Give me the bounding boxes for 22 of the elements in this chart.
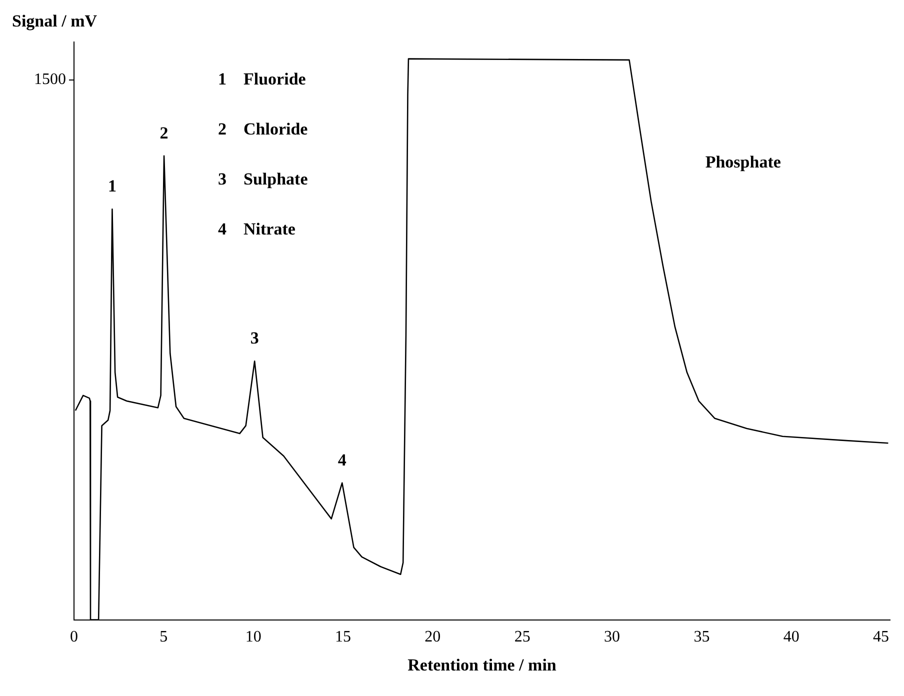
annotation: 4 <box>338 450 347 470</box>
x-tick-label: 10 <box>245 628 262 646</box>
x-tick-label: 30 <box>604 628 620 646</box>
annotation: 3 <box>250 328 259 348</box>
text: 1500 <box>34 71 66 88</box>
annotation: 1 <box>108 176 116 196</box>
x-tick-label: 35 <box>694 628 710 646</box>
annotation: Phosphate <box>705 152 782 172</box>
annotation: 2 <box>160 123 168 142</box>
annotation: 2 Chloride <box>218 119 308 138</box>
annotation: 4 Nitrate <box>218 219 296 238</box>
x-tick-label: 45 <box>873 628 890 646</box>
x-tick-label: 5 <box>160 628 168 646</box>
x-tick-label: 40 <box>783 628 800 646</box>
x-tick-label: 25 <box>514 628 530 646</box>
x-tick-label: 15 <box>335 628 352 646</box>
x-tick-label: 20 <box>424 628 441 646</box>
annotation: 1 Fluoride <box>218 69 306 88</box>
y-axis-title: Signal / mV <box>12 11 98 30</box>
annotation: 3 Sulphate <box>218 169 308 188</box>
x-axis-title: Retention time / min <box>408 655 557 674</box>
x-tick-label: 0 <box>70 628 78 646</box>
